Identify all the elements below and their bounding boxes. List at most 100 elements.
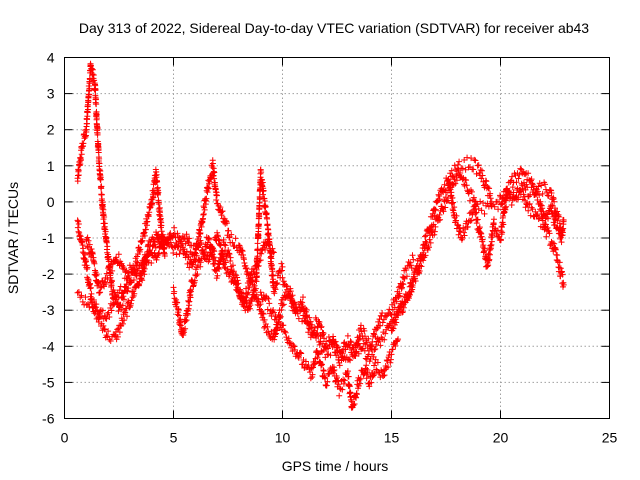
data-point	[331, 367, 338, 374]
data-point	[380, 372, 387, 379]
data-point	[89, 304, 96, 311]
data-point	[400, 274, 407, 281]
data-point	[137, 246, 144, 253]
data-point	[393, 319, 400, 326]
data-point	[222, 242, 229, 249]
data-point	[183, 248, 190, 255]
data-point	[259, 179, 266, 186]
data-point	[128, 279, 135, 286]
data-point	[107, 272, 114, 279]
y-tick-label: 4	[47, 50, 55, 66]
data-point	[334, 374, 340, 381]
data-point	[175, 234, 182, 241]
data-point	[144, 218, 151, 225]
data-point	[412, 266, 419, 273]
data-point	[155, 189, 162, 196]
data-point	[318, 323, 325, 330]
data-point	[451, 204, 458, 211]
data-point	[219, 208, 226, 215]
data-point	[321, 335, 328, 342]
data-point	[272, 331, 279, 338]
data-point	[279, 263, 286, 270]
data-point	[135, 282, 142, 289]
data-point	[280, 278, 287, 285]
data-point	[85, 106, 92, 113]
data-point	[248, 277, 255, 284]
data-point	[479, 236, 486, 243]
data-point	[239, 290, 246, 297]
data-point	[100, 322, 107, 329]
y-tick-label: 3	[47, 86, 55, 102]
data-point	[442, 187, 449, 194]
data-point	[100, 281, 107, 288]
data-point	[468, 188, 475, 195]
data-point	[377, 322, 384, 329]
data-point	[109, 267, 116, 274]
data-point	[471, 156, 478, 163]
data-point	[364, 339, 371, 346]
y-axis-ticks: -6 -5 -4 -3 -2 -1 0 1 2 3 4	[42, 50, 610, 427]
data-point	[97, 176, 104, 183]
data-point	[534, 197, 541, 204]
data-point	[450, 199, 457, 206]
data-point	[521, 193, 528, 200]
data-point	[146, 209, 153, 216]
data-point	[121, 317, 128, 324]
data-point	[373, 341, 380, 348]
data-point	[128, 297, 135, 304]
data-point	[92, 86, 99, 93]
series-track-l	[497, 185, 567, 246]
data-point	[403, 266, 410, 273]
data-point	[555, 213, 562, 220]
data-point	[514, 196, 521, 203]
data-point	[346, 342, 353, 349]
data-point	[291, 343, 298, 350]
data-point	[270, 307, 277, 314]
data-point	[370, 372, 377, 379]
data-point	[424, 247, 431, 254]
data-point	[432, 206, 439, 213]
data-point	[186, 235, 193, 242]
data-point	[74, 224, 81, 231]
data-point	[237, 286, 244, 293]
data-point	[271, 290, 278, 297]
data-point	[403, 273, 410, 280]
data-point	[122, 309, 129, 316]
data-point	[99, 307, 106, 314]
data-point	[299, 294, 306, 301]
data-point	[523, 181, 530, 188]
chart-title: Day 313 of 2022, Sidereal Day-to-day VTE…	[79, 20, 589, 36]
data-point	[90, 72, 97, 79]
data-point	[317, 324, 324, 331]
data-point	[111, 331, 118, 338]
data-point	[185, 253, 192, 260]
data-point	[99, 203, 106, 210]
data-point	[310, 364, 317, 371]
data-point	[124, 287, 131, 294]
data-point	[406, 291, 413, 298]
data-point	[85, 301, 92, 308]
data-point	[355, 350, 362, 357]
data-point	[173, 251, 180, 258]
data-point	[426, 236, 433, 243]
data-point	[256, 205, 263, 212]
data-point	[89, 66, 96, 73]
data-point	[276, 315, 283, 322]
data-point	[302, 358, 309, 365]
data-point	[374, 359, 381, 366]
data-point	[87, 285, 94, 292]
x-tick-label: 0	[61, 430, 69, 446]
data-point	[243, 299, 250, 306]
data-point	[356, 376, 363, 383]
data-point	[315, 350, 322, 357]
data-point	[179, 240, 186, 247]
data-point	[225, 250, 232, 257]
data-point	[381, 372, 388, 379]
data-point	[502, 197, 509, 204]
data-point	[209, 251, 216, 258]
data-point	[381, 336, 388, 343]
data-point	[279, 302, 286, 309]
data-point	[295, 354, 302, 361]
data-point	[307, 318, 314, 325]
data-point	[482, 177, 489, 184]
